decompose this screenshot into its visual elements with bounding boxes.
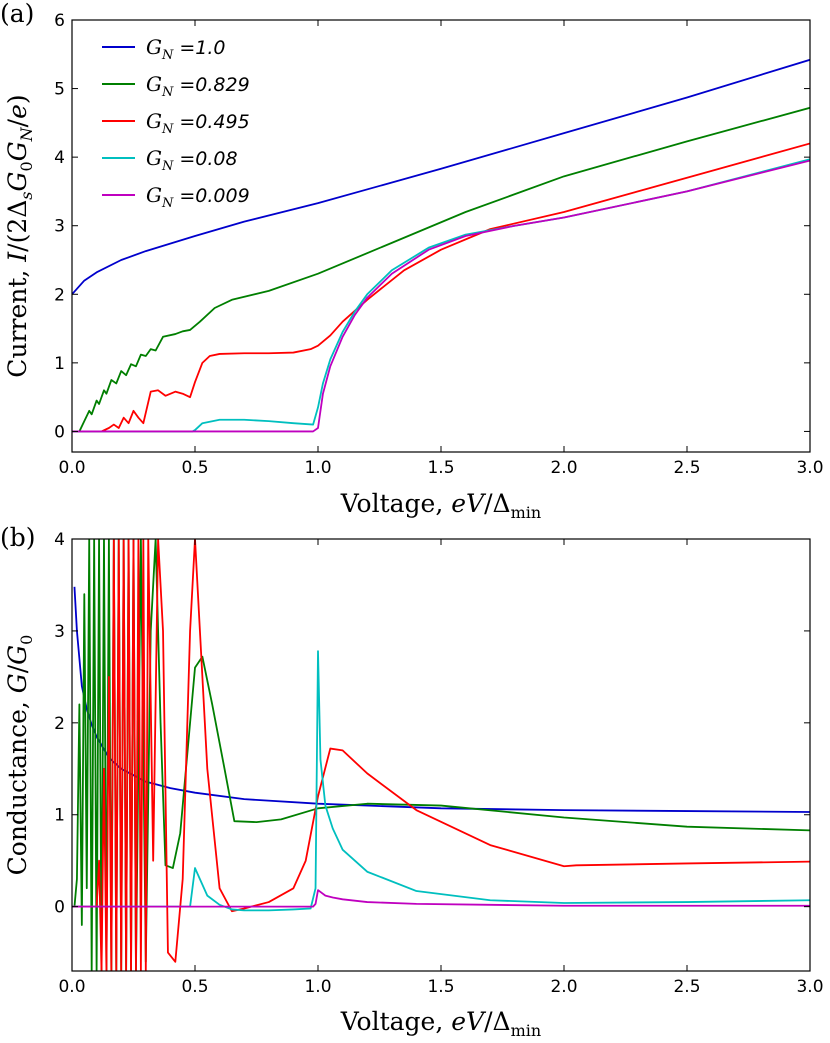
panel-b-ytick-label: 4: [54, 530, 65, 550]
panel-a-ytick-label: 0: [54, 422, 65, 442]
panel-b-label: (b): [0, 523, 36, 552]
panel-a-xtick-label: 1.0: [304, 458, 331, 478]
panel-b-xtick-label: 1.5: [427, 977, 454, 997]
panel-a-ticks: 0.0 0.5 1.0 1.5 2.0 2.5 3.0 0 1 2 3 4 5 6: [54, 11, 823, 478]
panel-b-xtick-label: 0.5: [181, 977, 208, 997]
panel-b-ytick-label: 3: [54, 622, 65, 642]
panel-b-ytick-label: 1: [54, 806, 65, 826]
panel-b-ylabel: Conductance, G/G0: [3, 635, 36, 876]
panel-a-ytick-label: 4: [54, 148, 65, 168]
panel-a-series-line-4: [72, 159, 810, 433]
panel-a-series-line-1: [72, 106, 810, 433]
panel-b-ytick-label: 2: [54, 714, 65, 734]
panel-b-series-line-4: [72, 889, 810, 908]
panel-a-xtick-label: 3.0: [796, 458, 823, 478]
panel-a-ylabel: Current, I/(2ΔsG0GN/e): [3, 94, 36, 377]
panel-b-ticks: 0.0 0.5 1.0 1.5 2.0 2.5 3.0 0 1 2 3 4: [54, 530, 823, 997]
panel-a-series: [72, 58, 810, 433]
panel-b-xlabel: Voltage, eV/Δmin: [340, 1007, 541, 1040]
panel-a-xlabel: Voltage, eV/Δmin: [340, 489, 541, 522]
panel-b-xtick-label: 2.0: [550, 977, 577, 997]
legend-label-3: GN =0.08: [146, 146, 238, 174]
panel-a-ytick-label: 1: [54, 354, 65, 374]
panel-a-ytick-label: 3: [54, 217, 65, 237]
panel-b-ytick-label: 0: [54, 898, 65, 918]
panel-a-xtick-label: 0.5: [181, 458, 208, 478]
panel-b-xtick-label: 3.0: [796, 977, 823, 997]
panel-a-legend: GN =1.0 GN =0.829 GN =0.495 GN =0.08 GN =0.009: [102, 35, 250, 211]
panel-b-xtick-label: 2.5: [673, 977, 700, 997]
panel-a-ytick-label: 2: [54, 285, 65, 305]
panel-a-series-line-0: [72, 58, 810, 295]
legend-label-2: GN =0.495: [146, 109, 250, 137]
panel-b: (b) 0.0 0.5 1.0 1.5 2.0 2.5 3.0 0 1 2 3 4 Voltage, …: [0, 523, 824, 1040]
panel-a-xtick-label: 2.5: [673, 458, 700, 478]
panel-a-ytick-label: 5: [54, 80, 65, 100]
panel-a-xtick-label: 2.0: [550, 458, 577, 478]
legend-label-4: GN =0.009: [146, 183, 250, 211]
panel-b-series-line-3: [72, 650, 810, 912]
legend-label-0: GN =1.0: [146, 35, 226, 63]
panel-b-xtick-label: 1.0: [304, 977, 331, 997]
panel-a-ytick-label: 6: [54, 11, 65, 31]
panel-b-series: [72, 539, 810, 971]
panel-a-label: (a): [0, 0, 34, 28]
panel-a-xtick-label: 0.0: [58, 458, 85, 478]
panel-b-series-line-2: [72, 539, 810, 971]
panel-a-xtick-label: 1.5: [427, 458, 454, 478]
panel-b-xtick-label: 0.0: [58, 977, 85, 997]
panel-a-series-line-2: [72, 142, 810, 433]
legend-label-1: GN =0.829: [146, 72, 250, 100]
